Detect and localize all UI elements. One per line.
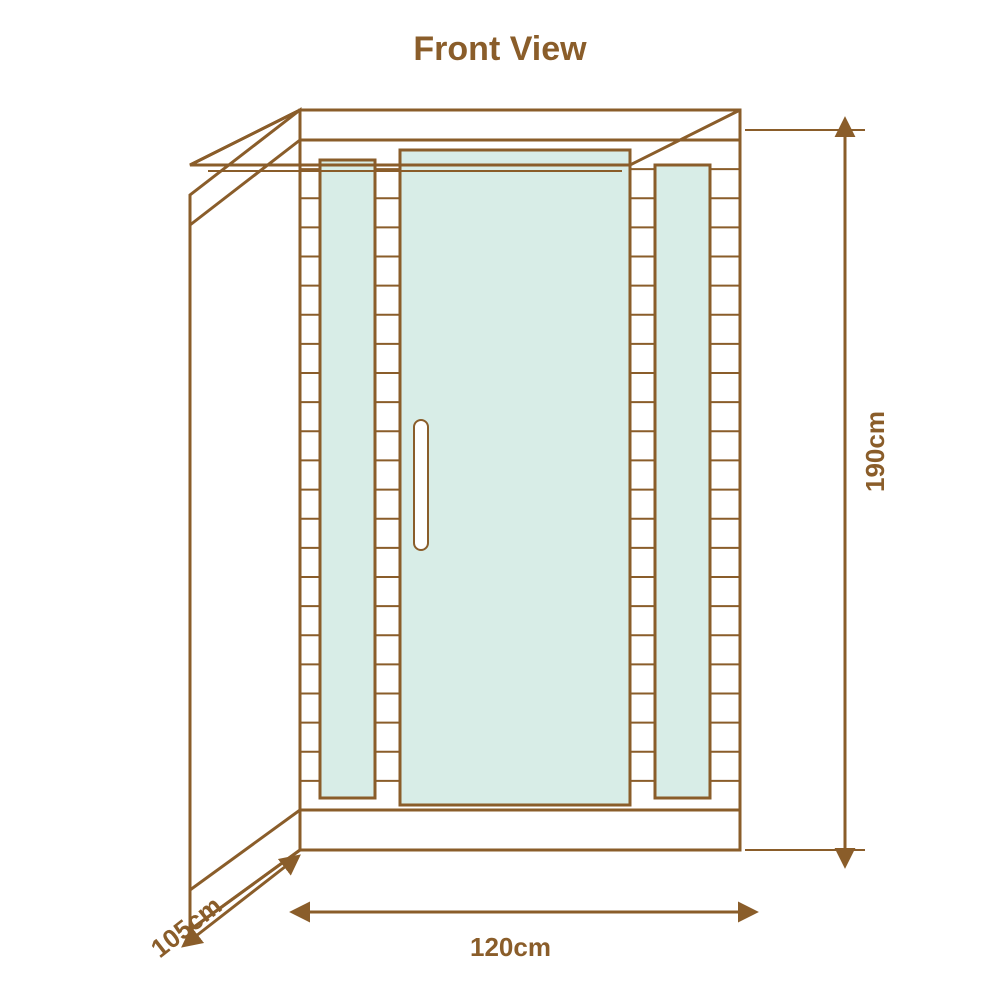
diagram-svg (0, 0, 1000, 1000)
dimension-height-label: 190cm (860, 411, 891, 492)
glass-panel-right (655, 165, 710, 798)
diagram-title: Front View (0, 30, 1000, 69)
diagram-stage: Front View 190cm 120cm 105cm (0, 0, 1000, 1000)
glass-panel-door (400, 150, 630, 805)
side-wall (190, 110, 300, 930)
dimension-width-label: 120cm (470, 932, 551, 963)
glass-panel-left (320, 160, 375, 798)
door-handle (414, 420, 428, 550)
